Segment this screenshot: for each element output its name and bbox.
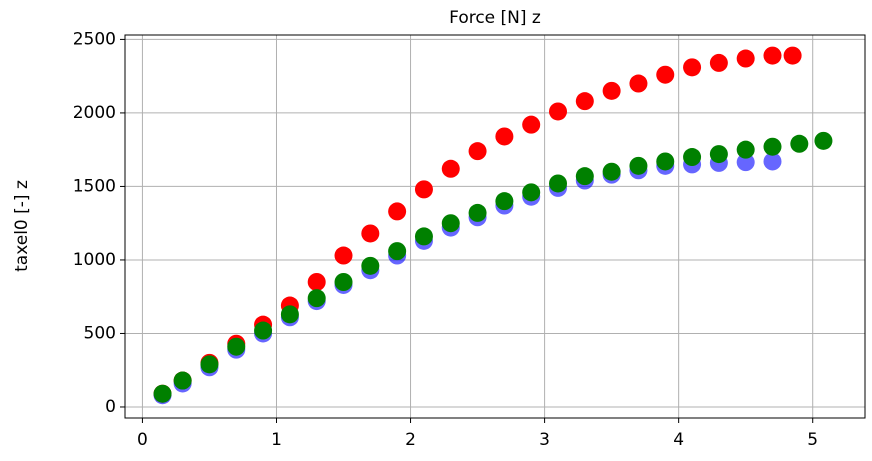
point xyxy=(280,305,299,324)
point xyxy=(522,115,541,134)
point xyxy=(790,134,809,153)
point xyxy=(736,153,755,172)
point xyxy=(334,246,353,265)
point xyxy=(200,355,219,374)
y-tick-label: 1000 xyxy=(73,250,116,270)
point xyxy=(468,203,487,222)
point xyxy=(736,140,755,159)
point xyxy=(763,46,782,65)
point xyxy=(763,152,782,171)
point xyxy=(173,371,192,390)
point xyxy=(414,227,433,246)
point xyxy=(602,81,621,100)
x-tick-label: 1 xyxy=(271,430,282,450)
point xyxy=(656,65,675,84)
point xyxy=(709,53,728,72)
y-tick-label: 2500 xyxy=(73,29,116,49)
y-tick-label: 0 xyxy=(105,397,116,417)
y-axis-label: taxel0 [-] z xyxy=(12,180,32,272)
point xyxy=(153,384,172,403)
point xyxy=(441,214,460,233)
point xyxy=(783,46,802,65)
point xyxy=(709,145,728,164)
point xyxy=(334,273,353,292)
point xyxy=(736,49,755,68)
point xyxy=(522,183,541,202)
point xyxy=(814,131,833,150)
point xyxy=(629,156,648,175)
point xyxy=(656,152,675,171)
x-tick-label: 4 xyxy=(673,430,684,450)
x-tick-label: 5 xyxy=(807,430,818,450)
point xyxy=(254,321,273,340)
point xyxy=(307,273,326,292)
point xyxy=(361,224,380,243)
point xyxy=(361,256,380,275)
point xyxy=(683,58,702,77)
x-tick-label: 0 xyxy=(137,430,148,450)
point xyxy=(468,142,487,161)
point xyxy=(575,167,594,186)
point xyxy=(549,174,568,193)
y-tick-label: 2000 xyxy=(73,103,116,123)
point xyxy=(602,162,621,181)
point xyxy=(388,242,407,261)
point xyxy=(227,337,246,356)
point xyxy=(763,137,782,156)
point xyxy=(388,202,407,221)
point xyxy=(549,102,568,121)
plot-frame xyxy=(124,34,866,419)
y-tick-label: 500 xyxy=(84,323,116,343)
point xyxy=(441,159,460,178)
point xyxy=(629,74,648,93)
point xyxy=(495,127,514,146)
point xyxy=(683,148,702,167)
point xyxy=(414,180,433,199)
x-tick-label: 3 xyxy=(539,430,550,450)
chart-title: Force [N] z xyxy=(449,8,541,28)
y-tick-label: 1500 xyxy=(73,176,116,196)
point xyxy=(307,289,326,308)
point xyxy=(575,92,594,111)
point xyxy=(495,192,514,211)
x-tick-label: 2 xyxy=(405,430,416,450)
